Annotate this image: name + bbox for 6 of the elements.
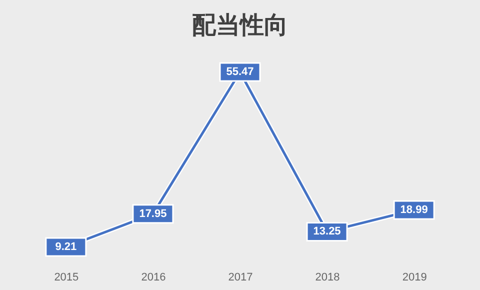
x-tick-label: 2017: [228, 272, 253, 284]
x-tick-label: 2018: [315, 272, 340, 284]
chart-title: 配当性向: [192, 12, 288, 39]
x-tick-label: 2016: [141, 272, 166, 284]
x-tick-label: 2015: [54, 272, 79, 284]
x-tick-label: 2019: [402, 272, 427, 284]
